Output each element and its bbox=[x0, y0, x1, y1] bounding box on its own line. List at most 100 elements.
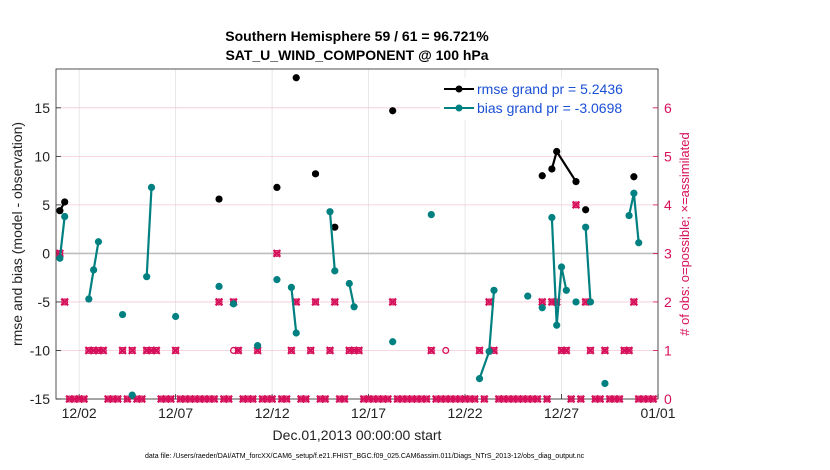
obs-assimilated-marker bbox=[354, 346, 364, 355]
obs-assimilated-marker bbox=[480, 394, 489, 404]
obs-possible-marker bbox=[268, 395, 276, 403]
bias-point bbox=[427, 210, 435, 219]
obs-possible-marker bbox=[114, 395, 122, 403]
obs-assimilated-marker bbox=[576, 394, 585, 404]
bias-line-segment bbox=[584, 227, 592, 303]
obs-assimilated-marker bbox=[475, 346, 484, 355]
rmse-point bbox=[215, 195, 223, 203]
legend-rmse-label: rmse grand pr = 5.2436 bbox=[477, 81, 623, 97]
obs-assimilated-marker bbox=[571, 200, 581, 210]
obs-possible-marker bbox=[239, 395, 247, 403]
bias-line-segment bbox=[328, 211, 336, 271]
obs-possible-marker bbox=[471, 395, 479, 403]
obs-possible-marker bbox=[210, 395, 218, 403]
obs-assimilated-marker bbox=[287, 346, 296, 355]
obs-assimilated-marker bbox=[586, 346, 595, 355]
bias-point bbox=[331, 267, 339, 275]
obs-assimilated-marker bbox=[311, 297, 320, 307]
obs-assimilated-marker bbox=[330, 297, 339, 307]
obs-possible-marker bbox=[147, 346, 156, 355]
obs-assimilated-marker bbox=[152, 346, 161, 355]
obs-possible-marker bbox=[577, 395, 585, 403]
obs-possible-marker bbox=[94, 346, 102, 355]
bias-point bbox=[229, 300, 238, 308]
bias-point bbox=[562, 286, 570, 294]
obs-possible-marker bbox=[99, 346, 107, 355]
x-axis-label: Dec.01,2013 00:00:00 start bbox=[273, 427, 442, 443]
bias-point bbox=[287, 283, 295, 291]
obs-possible-marker bbox=[572, 201, 580, 209]
obs-assimilated-marker bbox=[128, 346, 137, 355]
obs-possible-marker bbox=[451, 395, 459, 403]
obs-assimilated-marker bbox=[210, 394, 219, 404]
obs-possible-marker bbox=[186, 395, 194, 403]
legend-bias-marker bbox=[455, 104, 463, 112]
obs-possible-marker bbox=[196, 395, 204, 403]
obs-assimilated-marker bbox=[470, 394, 479, 404]
rmse-point bbox=[538, 172, 546, 180]
obs-assimilated-marker bbox=[427, 346, 436, 355]
obs-possible-marker bbox=[418, 395, 426, 403]
x-tick-label: 12/17 bbox=[351, 405, 386, 421]
bias-point bbox=[548, 213, 556, 222]
obs-possible-marker bbox=[123, 395, 131, 403]
bias-point bbox=[345, 279, 353, 288]
obs-possible-marker bbox=[456, 395, 464, 403]
bias-line-segment bbox=[627, 193, 635, 216]
obs-possible-marker bbox=[543, 395, 551, 403]
obs-assimilated-marker bbox=[267, 394, 277, 404]
plot-frame bbox=[55, 68, 659, 400]
obs-possible-marker bbox=[427, 346, 435, 355]
y-tick-label: -15 bbox=[30, 391, 50, 407]
obs-possible-marker bbox=[606, 395, 614, 403]
obs-possible-marker bbox=[635, 395, 643, 403]
data-file-footer: data file: /Users/raeder/DAI/ATM_forcXX/… bbox=[145, 453, 585, 460]
obs-assimilated-marker bbox=[562, 346, 571, 355]
y2-tick-label: 3 bbox=[664, 245, 672, 261]
rmse-point bbox=[548, 165, 556, 173]
obs-assimilated-marker bbox=[224, 394, 233, 404]
rmse-point bbox=[331, 223, 339, 231]
rmse-point bbox=[292, 74, 300, 82]
obs-assimilated-marker bbox=[648, 394, 658, 404]
rmse-point bbox=[273, 183, 281, 192]
obs-possible-marker bbox=[215, 298, 223, 306]
bias-point bbox=[601, 379, 609, 388]
bias-point bbox=[118, 310, 127, 319]
bias-point bbox=[350, 303, 358, 311]
obs-possible-marker bbox=[65, 395, 74, 403]
obs-possible-marker bbox=[311, 298, 320, 306]
x-tick-label: 12/12 bbox=[255, 405, 290, 421]
obs-possible-marker bbox=[442, 346, 450, 355]
obs-possible-marker bbox=[119, 346, 127, 355]
obs-possible-marker bbox=[229, 346, 238, 355]
obs-possible-marker bbox=[249, 395, 257, 403]
bias-point bbox=[524, 292, 532, 300]
legend: rmse grand pr = 5.2436 bias grand pr = -… bbox=[440, 78, 652, 120]
obs-possible-marker bbox=[225, 395, 233, 403]
bias-point bbox=[490, 286, 498, 294]
obs-assimilated-marker bbox=[282, 394, 291, 404]
bias-point bbox=[625, 211, 633, 220]
legend-bias-label: bias grand pr = -3.0698 bbox=[477, 100, 622, 116]
obs-assimilated-marker bbox=[538, 297, 547, 307]
obs-possible-marker bbox=[509, 395, 517, 403]
legend-rmse-marker bbox=[455, 85, 463, 93]
bias-point bbox=[630, 189, 638, 197]
rmse-line-segment bbox=[555, 150, 577, 183]
bias-point bbox=[143, 273, 151, 281]
obs-possible-marker bbox=[504, 395, 513, 403]
obs-possible-marker bbox=[466, 395, 474, 403]
obs-possible-marker bbox=[365, 395, 373, 403]
obs-possible-marker bbox=[331, 298, 339, 306]
bias-point bbox=[538, 304, 546, 312]
x-tick-label: 12/27 bbox=[544, 405, 579, 421]
obs-possible-marker bbox=[374, 395, 382, 403]
x-tick-label: 12/07 bbox=[158, 405, 193, 421]
obs-possible-marker bbox=[644, 395, 652, 403]
bias-line-segment bbox=[488, 290, 496, 352]
y2-tick-label: 1 bbox=[664, 342, 672, 358]
obs-possible-marker bbox=[432, 395, 440, 403]
obs-possible-marker bbox=[601, 346, 609, 355]
y2-tick-label: 0 bbox=[664, 391, 672, 407]
